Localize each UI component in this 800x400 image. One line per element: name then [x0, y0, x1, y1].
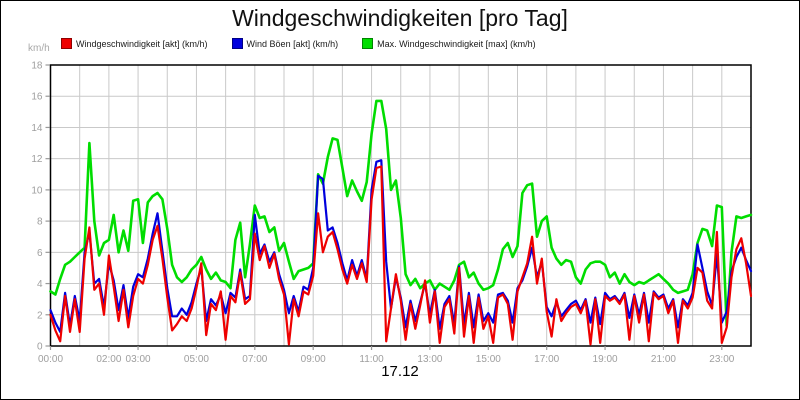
y-tick-label: 0: [37, 342, 43, 353]
legend-label: Max. Windgeschwindigkeit [max] (km/h): [377, 38, 536, 49]
x-tick-label: 11:00: [359, 354, 384, 365]
x-tick-label: 17:00: [534, 354, 559, 365]
x-tick-label: 09:00: [301, 354, 326, 365]
series-line-2: [49, 99, 753, 328]
y-tick-label: 8: [37, 217, 43, 228]
legend-item-max-windgeschwindigkeit: Max. Windgeschwindigkeit [max] (km/h): [362, 38, 536, 49]
x-tick-label: 13:00: [417, 354, 442, 365]
y-tick-label: 4: [37, 279, 43, 290]
x-tick-label: 15:00: [476, 354, 501, 365]
x-tick-label: 05:00: [184, 354, 209, 365]
y-tick-label: 14: [31, 123, 43, 134]
legend-label: Windgeschwindigkeit [akt] (km/h): [76, 38, 208, 49]
x-tick-label: 02:00: [96, 354, 121, 365]
y-tick-label: 6: [37, 248, 43, 259]
legend-label: Wind Böen [akt] (km/h): [246, 38, 339, 49]
legend-item-windgeschwindigkeit: Windgeschwindigkeit [akt] (km/h): [61, 38, 208, 49]
y-tick-label: 12: [31, 154, 43, 165]
legend: Windgeschwindigkeit [akt] (km/h) Wind Bö…: [61, 38, 536, 49]
y-tick-label: 2: [37, 310, 43, 321]
y-tick-label: 16: [31, 92, 43, 103]
y-tick-label: 10: [31, 185, 43, 196]
plot-border: [49, 64, 752, 347]
y-tick-label: 18: [31, 61, 43, 72]
legend-swatch-green: [362, 38, 374, 49]
x-tick-label: 23:00: [709, 354, 734, 365]
x-axis-date-label: 17.12: [381, 363, 419, 380]
x-tick-label: 21:00: [651, 354, 676, 365]
legend-swatch-blue: [231, 38, 243, 49]
x-tick-label: 00:00: [38, 354, 63, 365]
legend-swatch-red: [61, 38, 72, 49]
x-tick-label: 19:00: [593, 354, 618, 365]
legend-item-wind-boeen: Wind Böen [akt] (km/h): [231, 38, 339, 49]
y-axis-unit-label: km/h: [28, 43, 50, 54]
x-tick-label: 03:00: [126, 354, 151, 365]
chart-title: Windgeschwindigkeiten [pro Tag]: [232, 5, 568, 31]
series-line-0: [49, 165, 753, 346]
x-tick-label: 07:00: [242, 354, 267, 365]
